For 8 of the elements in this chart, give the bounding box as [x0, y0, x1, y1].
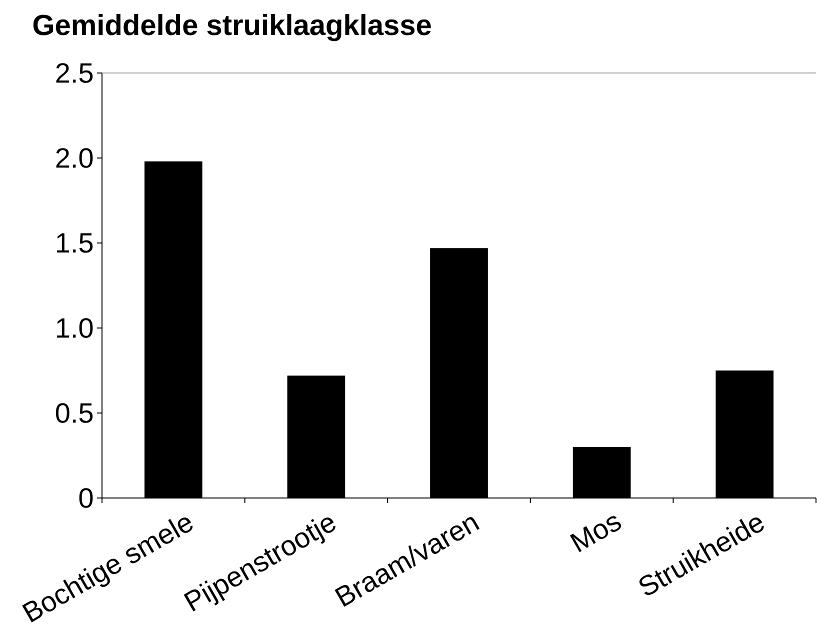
y-tick-label: 2.0 — [56, 148, 93, 168]
y-tick-label: 1.0 — [57, 318, 93, 338]
chart-title: Gemiddelde struiklaagklasse — [33, 14, 431, 42]
x-tick-label: Mos — [570, 516, 622, 552]
y-tick-label: 2.5 — [56, 63, 93, 83]
y-tick-label: 0.5 — [56, 403, 93, 423]
y-tick-label: 1.5 — [57, 233, 93, 253]
y-tick-label: 0 — [79, 488, 93, 508]
